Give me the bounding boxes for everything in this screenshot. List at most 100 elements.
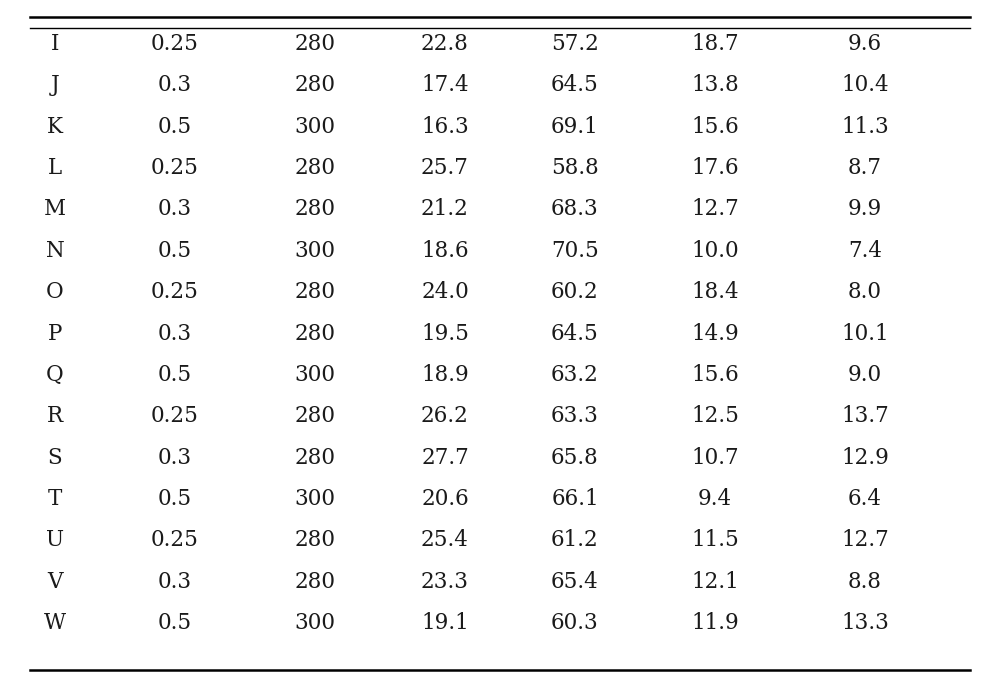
- Text: 300: 300: [294, 488, 336, 510]
- Text: 27.7: 27.7: [421, 447, 469, 468]
- Text: 12.7: 12.7: [841, 529, 889, 551]
- Text: 58.8: 58.8: [551, 157, 599, 179]
- Text: Q: Q: [46, 364, 64, 386]
- Text: 15.6: 15.6: [691, 364, 739, 386]
- Text: 21.2: 21.2: [421, 198, 469, 220]
- Text: 16.3: 16.3: [421, 115, 469, 138]
- Text: 60.3: 60.3: [551, 612, 599, 634]
- Text: 10.7: 10.7: [691, 447, 739, 468]
- Text: 0.25: 0.25: [151, 529, 199, 551]
- Text: 19.5: 19.5: [421, 323, 469, 344]
- Text: 0.3: 0.3: [158, 571, 192, 593]
- Text: 8.0: 8.0: [848, 281, 882, 303]
- Text: 0.5: 0.5: [158, 115, 192, 138]
- Text: 9.9: 9.9: [848, 198, 882, 220]
- Text: 11.9: 11.9: [691, 612, 739, 634]
- Text: 280: 280: [294, 571, 336, 593]
- Text: I: I: [51, 33, 59, 55]
- Text: P: P: [48, 323, 62, 344]
- Text: 0.3: 0.3: [158, 198, 192, 220]
- Text: U: U: [46, 529, 64, 551]
- Text: 9.4: 9.4: [698, 488, 732, 510]
- Text: 64.5: 64.5: [551, 74, 599, 97]
- Text: 61.2: 61.2: [551, 529, 599, 551]
- Text: 12.7: 12.7: [691, 198, 739, 220]
- Text: V: V: [47, 571, 63, 593]
- Text: 0.5: 0.5: [158, 488, 192, 510]
- Text: 14.9: 14.9: [691, 323, 739, 344]
- Text: 13.8: 13.8: [691, 74, 739, 97]
- Text: 18.7: 18.7: [691, 33, 739, 55]
- Text: 17.6: 17.6: [691, 157, 739, 179]
- Text: 12.1: 12.1: [691, 571, 739, 593]
- Text: M: M: [44, 198, 66, 220]
- Text: 280: 280: [294, 529, 336, 551]
- Text: 65.8: 65.8: [551, 447, 599, 468]
- Text: 26.2: 26.2: [421, 405, 469, 427]
- Text: 9.0: 9.0: [848, 364, 882, 386]
- Text: 15.6: 15.6: [691, 115, 739, 138]
- Text: 280: 280: [294, 157, 336, 179]
- Text: 280: 280: [294, 33, 336, 55]
- Text: T: T: [48, 488, 62, 510]
- Text: 18.6: 18.6: [421, 240, 469, 262]
- Text: 17.4: 17.4: [421, 74, 469, 97]
- Text: 65.4: 65.4: [551, 571, 599, 593]
- Text: K: K: [47, 115, 63, 138]
- Text: 70.5: 70.5: [551, 240, 599, 262]
- Text: 280: 280: [294, 281, 336, 303]
- Text: 66.1: 66.1: [551, 488, 599, 510]
- Text: J: J: [51, 74, 59, 97]
- Text: 25.7: 25.7: [421, 157, 469, 179]
- Text: 10.4: 10.4: [841, 74, 889, 97]
- Text: 57.2: 57.2: [551, 33, 599, 55]
- Text: 8.7: 8.7: [848, 157, 882, 179]
- Text: 7.4: 7.4: [848, 240, 882, 262]
- Text: 63.3: 63.3: [551, 405, 599, 427]
- Text: 64.5: 64.5: [551, 323, 599, 344]
- Text: R: R: [47, 405, 63, 427]
- Text: 24.0: 24.0: [421, 281, 469, 303]
- Text: S: S: [48, 447, 62, 468]
- Text: 300: 300: [294, 612, 336, 634]
- Text: 280: 280: [294, 447, 336, 468]
- Text: 0.3: 0.3: [158, 323, 192, 344]
- Text: 20.6: 20.6: [421, 488, 469, 510]
- Text: 63.2: 63.2: [551, 364, 599, 386]
- Text: 18.9: 18.9: [421, 364, 469, 386]
- Text: 23.3: 23.3: [421, 571, 469, 593]
- Text: 69.1: 69.1: [551, 115, 599, 138]
- Text: 280: 280: [294, 405, 336, 427]
- Text: 68.3: 68.3: [551, 198, 599, 220]
- Text: W: W: [44, 612, 66, 634]
- Text: 12.5: 12.5: [691, 405, 739, 427]
- Text: 10.0: 10.0: [691, 240, 739, 262]
- Text: 9.6: 9.6: [848, 33, 882, 55]
- Text: 10.1: 10.1: [841, 323, 889, 344]
- Text: 0.25: 0.25: [151, 281, 199, 303]
- Text: 300: 300: [294, 115, 336, 138]
- Text: L: L: [48, 157, 62, 179]
- Text: 19.1: 19.1: [421, 612, 469, 634]
- Text: 0.3: 0.3: [158, 74, 192, 97]
- Text: 13.7: 13.7: [841, 405, 889, 427]
- Text: 60.2: 60.2: [551, 281, 599, 303]
- Text: 11.3: 11.3: [841, 115, 889, 138]
- Text: 0.25: 0.25: [151, 33, 199, 55]
- Text: 0.25: 0.25: [151, 405, 199, 427]
- Text: O: O: [46, 281, 64, 303]
- Text: 280: 280: [294, 198, 336, 220]
- Text: 13.3: 13.3: [841, 612, 889, 634]
- Text: 280: 280: [294, 323, 336, 344]
- Text: N: N: [46, 240, 64, 262]
- Text: 0.5: 0.5: [158, 612, 192, 634]
- Text: 280: 280: [294, 74, 336, 97]
- Text: 22.8: 22.8: [421, 33, 469, 55]
- Text: 0.25: 0.25: [151, 157, 199, 179]
- Text: 0.5: 0.5: [158, 240, 192, 262]
- Text: 18.4: 18.4: [691, 281, 739, 303]
- Text: 25.4: 25.4: [421, 529, 469, 551]
- Text: 0.3: 0.3: [158, 447, 192, 468]
- Text: 300: 300: [294, 240, 336, 262]
- Text: 6.4: 6.4: [848, 488, 882, 510]
